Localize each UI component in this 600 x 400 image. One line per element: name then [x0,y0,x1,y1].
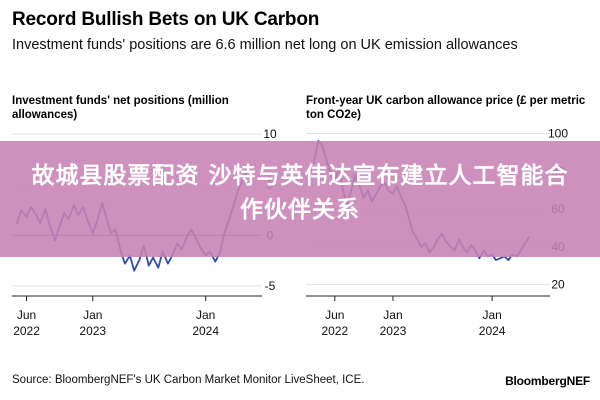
left-x-tick-label: Jan [83,308,102,322]
left-panel-title: Investment funds' net positions (million… [12,95,229,121]
left-y-tick-label: -5 [265,279,276,293]
left-x-tick-label: Jan [196,308,215,322]
overlay-banner: 故城县股票配资 沙特与英伟达宣布建立人工智能合作伙伴关系 [0,141,600,257]
brand-logo: BloombergNEF [505,374,590,388]
right-x-tick-label: 2022 [321,324,348,338]
right-y-tick-label: 100 [548,126,568,140]
left-x-tick-label: Jun [17,308,36,322]
right-x-tick-label: Jan [482,308,501,322]
right-x-tick-label: Jan [383,308,402,322]
right-x-tick-label: Jun [325,308,344,322]
right-x-tick-label: 2023 [380,324,407,338]
left-y-tick-label: 10 [263,127,277,141]
source-note: Source: BloombergNEF's UK Carbon Market … [12,374,365,386]
chart-subtitle: Investment funds' positions are 6.6 mill… [12,37,518,53]
right-y-tick-label: 20 [551,278,565,292]
left-x-tick-label: 2023 [79,324,106,338]
left-x-tick-label: 2024 [192,324,219,338]
right-panel-title: Front-year UK carbon allowance price (£ … [306,95,586,121]
banner-text: 故城县股票配资 沙特与英伟达宣布建立人工智能合作伙伴关系 [31,163,569,223]
left-x-tick-label: 2022 [13,324,40,338]
chart-title: Record Bullish Bets on UK Carbon [12,9,320,30]
right-x-tick-label: 2024 [479,324,506,338]
